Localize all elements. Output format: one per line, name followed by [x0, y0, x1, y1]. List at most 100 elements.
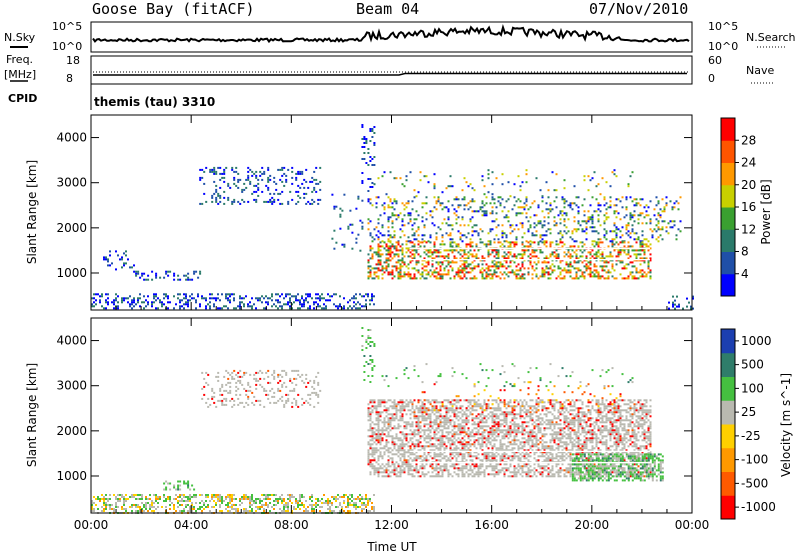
heatmap-cell	[547, 273, 550, 276]
heatmap-cell	[177, 496, 179, 498]
heatmap-cell	[507, 271, 510, 274]
heatmap-cell	[627, 253, 630, 256]
heatmap-cell	[381, 253, 384, 256]
heatmap-cell	[617, 228, 620, 231]
heatmap-cell	[357, 195, 360, 198]
heatmap-cell	[289, 307, 291, 310]
heatmap-cell	[537, 277, 540, 280]
heatmap-cell	[399, 445, 402, 448]
heatmap-cell	[233, 200, 236, 203]
heatmap-cell	[265, 494, 267, 496]
heatmap-cell	[613, 249, 616, 252]
heatmap-cell	[239, 504, 241, 506]
heatmap-cell	[299, 170, 302, 173]
heatmap-cell	[487, 169, 490, 172]
heatmap-cell	[121, 299, 123, 302]
heatmap-cell	[471, 409, 474, 412]
heatmap-cell	[219, 186, 222, 189]
heatmap-cell	[219, 166, 222, 169]
heatmap-cell	[423, 415, 426, 418]
heatmap-cell	[589, 271, 592, 274]
heatmap-cell	[379, 413, 382, 416]
heatmap-cell	[633, 220, 636, 223]
heatmap-cell	[145, 299, 147, 302]
heatmap-cell	[267, 176, 270, 179]
heatmap-cell	[409, 423, 412, 426]
heatmap-cell	[377, 421, 380, 424]
heatmap-cell	[439, 449, 442, 452]
heatmap-cell	[151, 502, 153, 504]
heatmap-cell	[457, 269, 460, 272]
heatmap-cell	[403, 449, 406, 452]
heatmap-cell	[543, 269, 546, 272]
heatmap-cell	[263, 405, 266, 408]
heatmap-cell	[123, 264, 125, 267]
heatmap-cell	[185, 297, 187, 300]
heatmap-cell	[493, 263, 496, 266]
heatmap-cell	[499, 196, 502, 199]
heatmap-cell	[451, 443, 454, 446]
heatmap-cell	[363, 295, 365, 298]
heatmap-cell	[429, 419, 432, 422]
heatmap-cell	[409, 409, 412, 412]
heatmap-cell	[633, 210, 636, 213]
heatmap-cell	[501, 210, 504, 213]
heatmap-cell	[411, 449, 414, 452]
heatmap-cell	[441, 191, 444, 194]
heatmap-cell	[213, 297, 215, 300]
heatmap-cell	[627, 241, 630, 244]
heatmap-cell	[381, 411, 384, 414]
heatmap-cell	[471, 187, 474, 190]
heatmap-cell	[435, 439, 438, 442]
heatmap-cell	[483, 421, 486, 424]
heatmap-cell	[269, 381, 272, 384]
heatmap-cell	[451, 449, 454, 452]
heatmap-cell	[471, 443, 474, 446]
heatmap-cell	[373, 467, 376, 470]
heatmap-cell	[373, 473, 376, 476]
heatmap-cell	[165, 498, 167, 500]
heatmap-cell	[499, 204, 502, 207]
heatmap-cell	[375, 234, 378, 237]
heatmap-cell	[279, 379, 282, 382]
heatmap-cell	[393, 214, 396, 217]
heatmap-cell	[269, 200, 272, 203]
heatmap-cell	[641, 259, 644, 262]
heatmap-cell	[429, 439, 432, 442]
heatmap-cell	[413, 453, 416, 456]
nsearch-tick-bottom: 10^0	[708, 40, 738, 53]
heatmap-cell	[449, 439, 452, 442]
heatmap-cell	[317, 371, 320, 374]
heatmap-cell	[367, 403, 370, 406]
heatmap-cell	[387, 271, 390, 274]
heatmap-cell	[213, 303, 215, 306]
heatmap-cell	[311, 496, 313, 498]
heatmap-cell	[327, 504, 329, 506]
heatmap-cell	[343, 502, 345, 504]
heatmap-cell	[339, 303, 341, 306]
heatmap-cell	[393, 465, 396, 468]
heatmap-cell	[451, 429, 454, 432]
heatmap-cell	[537, 261, 540, 264]
heatmap-cell	[251, 508, 253, 510]
heatmap-cell	[281, 307, 283, 310]
heatmap-cell	[423, 475, 426, 478]
heatmap-cell	[225, 369, 228, 372]
heatmap-cell	[389, 271, 392, 274]
heatmap-cell	[367, 152, 370, 154]
heatmap-cell	[409, 171, 412, 174]
heatmap-cell	[273, 494, 275, 496]
heatmap-cell	[113, 301, 115, 304]
heatmap-cell	[401, 249, 404, 252]
heatmap-cell	[281, 202, 284, 205]
heatmap-cell	[273, 200, 276, 203]
heatmap-cell	[371, 399, 374, 402]
heatmap-cell	[507, 251, 510, 254]
heatmap-cell	[281, 174, 284, 177]
heatmap-cell	[373, 303, 375, 306]
heatmap-cell	[413, 255, 416, 258]
heatmap-cell	[435, 475, 438, 478]
heatmap-cell	[475, 427, 478, 430]
heatmap-cell	[377, 431, 380, 434]
heatmap-cell	[373, 238, 376, 241]
